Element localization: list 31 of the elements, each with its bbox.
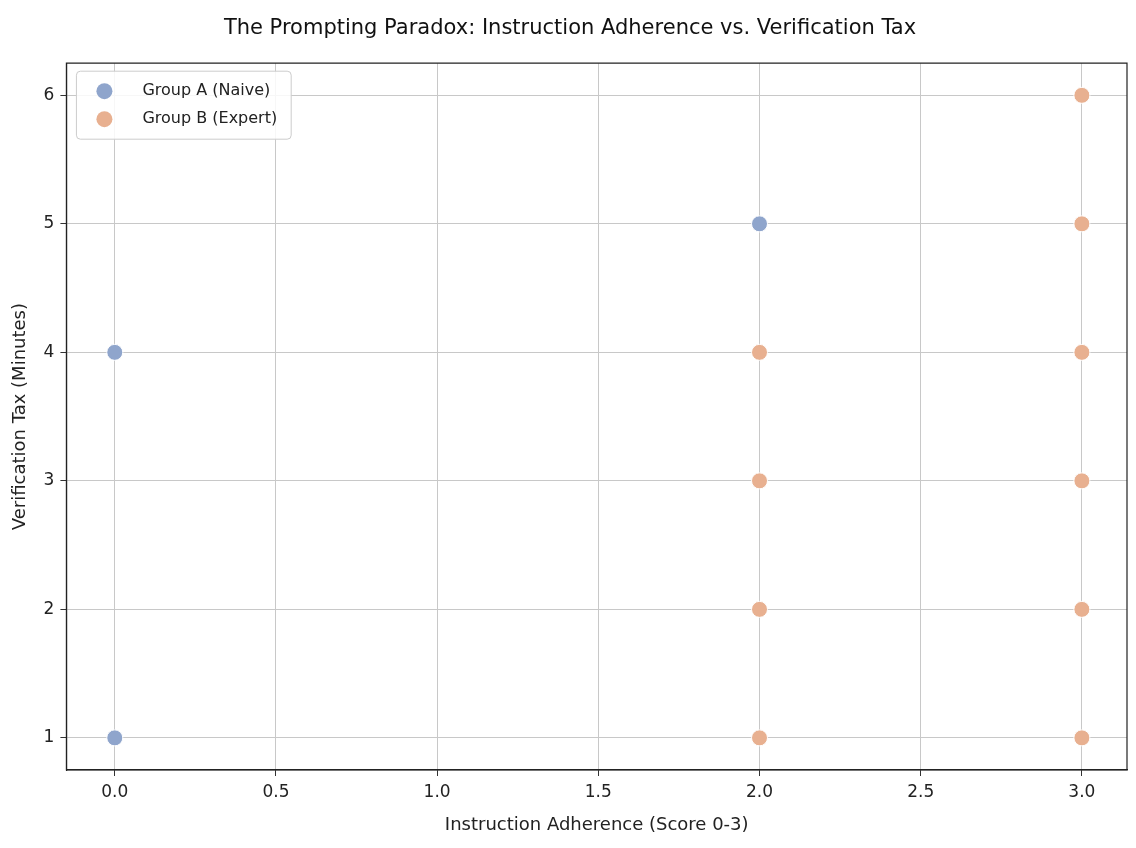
point: [1073, 729, 1091, 747]
x-tick-label: 2.5: [907, 780, 935, 801]
y-tick-label: 4: [43, 340, 55, 361]
x-tick-label: 3.0: [1068, 780, 1096, 801]
point: [751, 472, 768, 490]
point: [751, 729, 768, 747]
y-axis-title: Verification Tax (Minutes): [8, 303, 30, 531]
y-tick-label: 3: [43, 469, 55, 490]
x-tick-label: 1.0: [423, 780, 451, 801]
point: [106, 729, 124, 747]
x-tick-label: 2.0: [745, 780, 774, 801]
y-tick-label: 2: [43, 597, 55, 618]
x-tick-label: 1.5: [584, 780, 612, 801]
x-tick-label: 0.5: [262, 780, 290, 801]
point: [1073, 86, 1091, 104]
x-axis-title: Instruction Adherence (Score 0-3): [444, 812, 749, 834]
chart-title: The Prompting Paradox: Instruction Adherence vs. Verification Tax: [222, 15, 917, 40]
legend-label: Group B (Expert): [142, 108, 278, 128]
point: [1073, 472, 1091, 490]
point: [1073, 215, 1091, 233]
point: [1073, 343, 1091, 361]
y-tick-label: 1: [43, 726, 55, 747]
point: [751, 343, 768, 361]
x-tick-label: 0.0: [101, 780, 129, 801]
point: [1073, 600, 1091, 618]
legend-label: Group A (Naive): [142, 80, 271, 100]
point: [106, 343, 124, 361]
point: [751, 600, 768, 618]
y-tick-label: 6: [43, 83, 55, 104]
y-tick-label: 5: [43, 212, 55, 233]
point: [751, 215, 768, 233]
